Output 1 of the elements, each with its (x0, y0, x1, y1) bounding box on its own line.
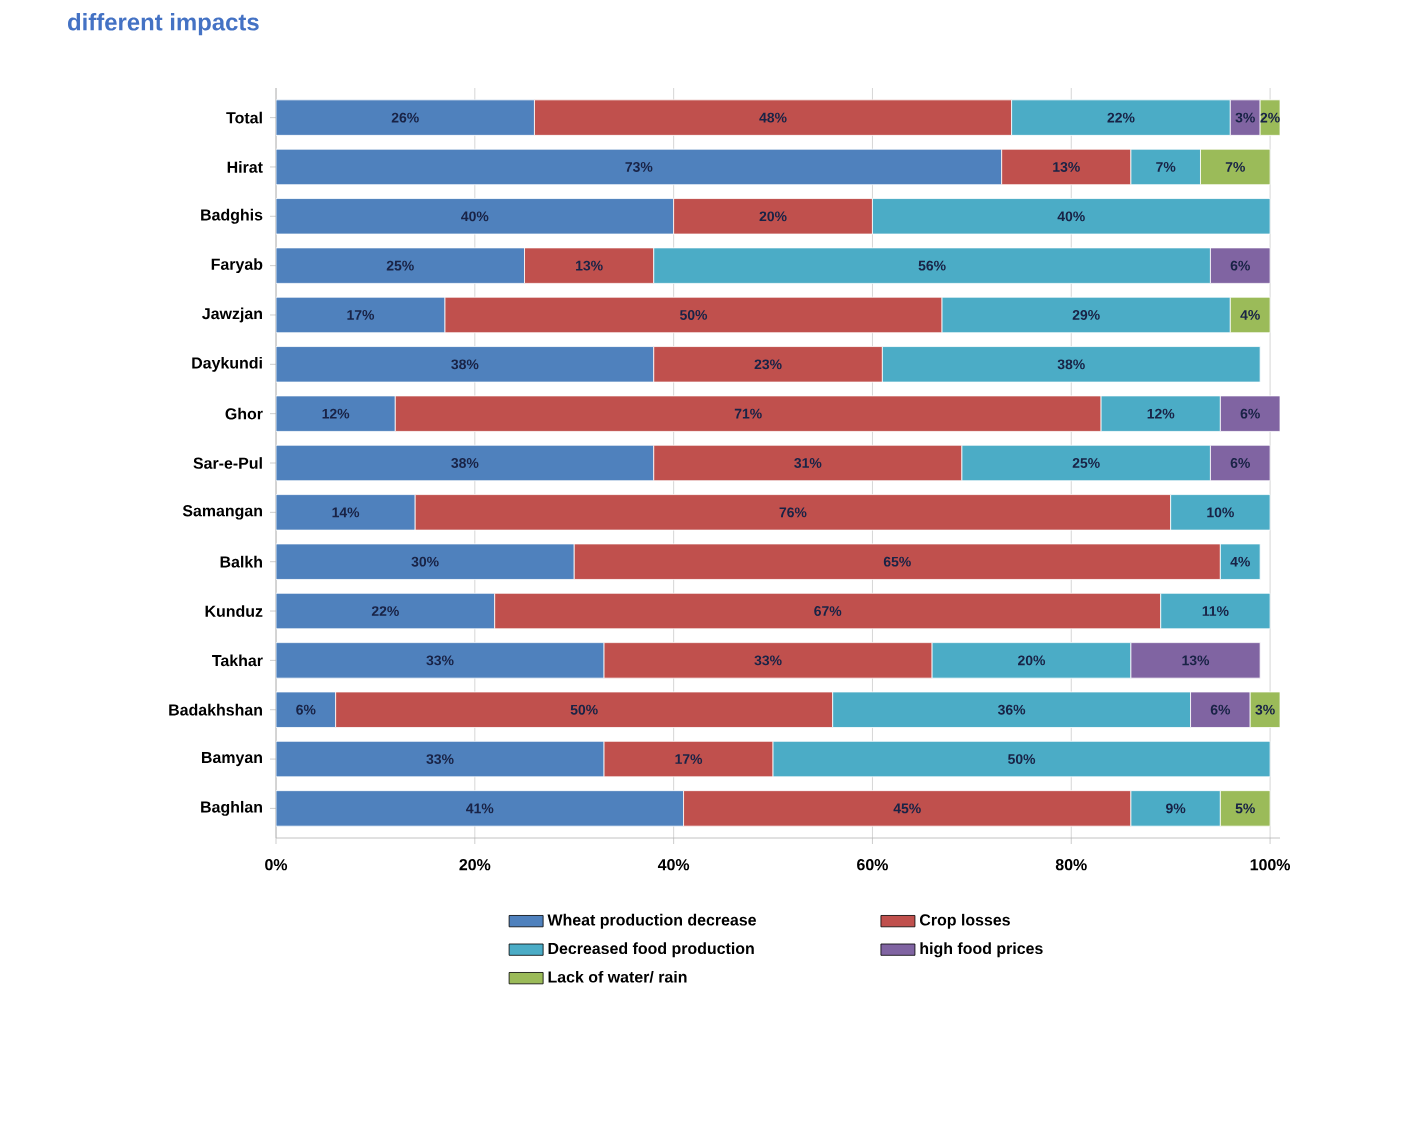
chart-title: different impacts (68, 13, 259, 36)
